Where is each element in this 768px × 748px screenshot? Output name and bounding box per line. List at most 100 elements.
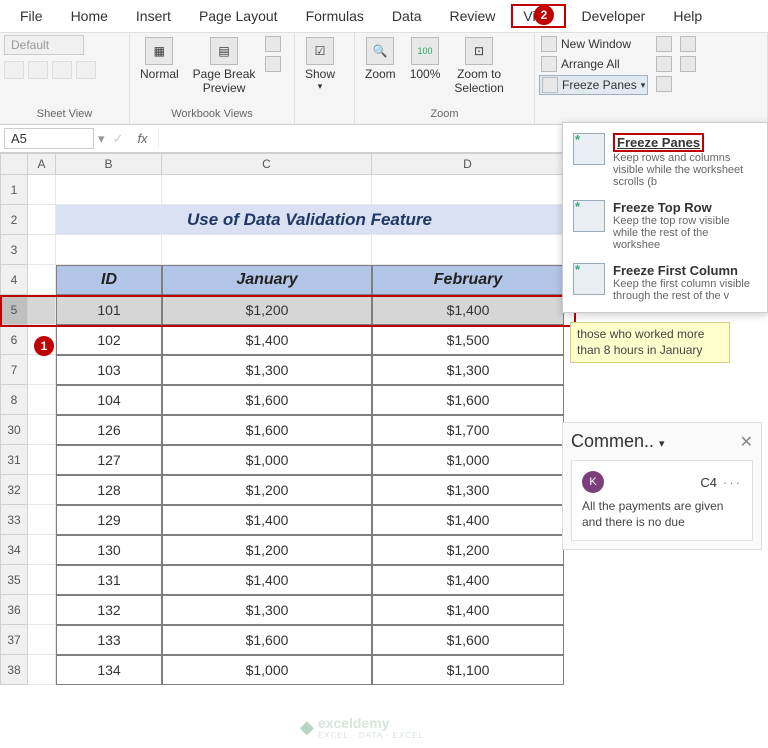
cell[interactable]: 103: [56, 355, 162, 385]
row-header[interactable]: 8: [0, 385, 28, 415]
cell[interactable]: [28, 355, 56, 385]
cell[interactable]: $1,500: [372, 325, 564, 355]
row-header[interactable]: 5: [0, 295, 28, 325]
table-header[interactable]: ID: [56, 265, 162, 295]
cell[interactable]: $1,400: [162, 505, 372, 535]
cell[interactable]: [56, 175, 162, 205]
fx-icon[interactable]: fx: [131, 131, 153, 146]
comment-card[interactable]: K C4··· All the payments are given and t…: [571, 460, 753, 541]
menu-review[interactable]: Review: [438, 4, 508, 28]
cell[interactable]: [372, 235, 564, 265]
cell[interactable]: 131: [56, 565, 162, 595]
cell[interactable]: [28, 385, 56, 415]
cell[interactable]: [28, 235, 56, 265]
keep-icon[interactable]: [4, 61, 24, 79]
more-icon[interactable]: ···: [723, 475, 742, 490]
cell[interactable]: 128: [56, 475, 162, 505]
col-header-A[interactable]: A: [28, 153, 56, 175]
row-header[interactable]: 7: [0, 355, 28, 385]
new-icon[interactable]: [52, 61, 72, 79]
col-header-D[interactable]: D: [372, 153, 564, 175]
cell[interactable]: $1,300: [162, 355, 372, 385]
cell[interactable]: $1,600: [162, 385, 372, 415]
cell[interactable]: [372, 175, 564, 205]
cell[interactable]: $1,000: [162, 445, 372, 475]
cell[interactable]: $1,200: [162, 475, 372, 505]
cell[interactable]: [28, 475, 56, 505]
row-header[interactable]: 3: [0, 235, 28, 265]
row-header[interactable]: 33: [0, 505, 28, 535]
title-cell[interactable]: Use of Data Validation Feature: [56, 205, 564, 235]
cell[interactable]: $1,200: [162, 295, 372, 325]
zoom-button[interactable]: 🔍Zoom: [359, 35, 402, 83]
cell[interactable]: $1,400: [372, 505, 564, 535]
select-all-corner[interactable]: [0, 153, 28, 175]
arrange-all-button[interactable]: Arrange All: [539, 55, 648, 73]
cell[interactable]: $1,600: [162, 625, 372, 655]
cell[interactable]: $1,200: [372, 535, 564, 565]
freeze-option-1[interactable]: Freeze Top RowKeep the top row visible w…: [567, 194, 763, 257]
show-button[interactable]: ☑Show▾: [299, 35, 341, 94]
cell[interactable]: $1,000: [372, 445, 564, 475]
opt-icon[interactable]: [76, 61, 96, 79]
cell[interactable]: $1,600: [162, 415, 372, 445]
cell[interactable]: $1,200: [162, 535, 372, 565]
cell[interactable]: [162, 235, 372, 265]
sheetview-default[interactable]: Default: [4, 35, 84, 55]
menu-data[interactable]: Data: [380, 4, 434, 28]
name-box[interactable]: A5: [4, 128, 94, 149]
cell[interactable]: [28, 535, 56, 565]
cell[interactable]: [28, 445, 56, 475]
cell[interactable]: [28, 415, 56, 445]
menu-help[interactable]: Help: [661, 4, 714, 28]
row-header[interactable]: 30: [0, 415, 28, 445]
row-header[interactable]: 34: [0, 535, 28, 565]
freeze-panes-button[interactable]: Freeze Panes▾: [539, 75, 648, 95]
row-header[interactable]: 38: [0, 655, 28, 685]
cell[interactable]: [28, 505, 56, 535]
cell[interactable]: $1,600: [372, 625, 564, 655]
row-header[interactable]: 31: [0, 445, 28, 475]
menu-home[interactable]: Home: [59, 4, 120, 28]
cell[interactable]: $1,100: [372, 655, 564, 685]
cell[interactable]: 130: [56, 535, 162, 565]
cell[interactable]: $1,400: [372, 565, 564, 595]
cell[interactable]: [28, 175, 56, 205]
cell[interactable]: 102: [56, 325, 162, 355]
close-comments-button[interactable]: ✕: [740, 432, 753, 452]
row-header[interactable]: 35: [0, 565, 28, 595]
col-header-B[interactable]: B: [56, 153, 162, 175]
cell[interactable]: $1,300: [162, 595, 372, 625]
cell[interactable]: 101: [56, 295, 162, 325]
cell[interactable]: 133: [56, 625, 162, 655]
cell[interactable]: 134: [56, 655, 162, 685]
pagebreak-button[interactable]: ▤Page Break Preview: [187, 35, 262, 97]
zoom-selection-button[interactable]: ⊡Zoom to Selection: [448, 35, 509, 97]
menu-file[interactable]: File: [8, 4, 55, 28]
cell[interactable]: [28, 265, 56, 295]
cell[interactable]: $1,300: [372, 475, 564, 505]
cell[interactable]: $1,400: [162, 565, 372, 595]
row-header[interactable]: 1: [0, 175, 28, 205]
cell[interactable]: $1,400: [372, 295, 564, 325]
cell[interactable]: [28, 595, 56, 625]
col-header-C[interactable]: C: [162, 153, 372, 175]
cell[interactable]: $1,400: [372, 595, 564, 625]
cell[interactable]: $1,300: [372, 355, 564, 385]
menu-developer[interactable]: Developer: [570, 4, 658, 28]
row-header[interactable]: 2: [0, 205, 28, 235]
exit-icon[interactable]: [28, 61, 48, 79]
cell[interactable]: [28, 625, 56, 655]
freeze-option-0[interactable]: Freeze PanesKeep rows and columns visibl…: [567, 127, 763, 194]
cell[interactable]: $1,000: [162, 655, 372, 685]
cell[interactable]: $1,700: [372, 415, 564, 445]
row-header[interactable]: 4: [0, 265, 28, 295]
row-header[interactable]: 37: [0, 625, 28, 655]
cell[interactable]: $1,600: [372, 385, 564, 415]
cell[interactable]: 129: [56, 505, 162, 535]
cell[interactable]: 104: [56, 385, 162, 415]
cell[interactable]: 132: [56, 595, 162, 625]
cell[interactable]: [162, 175, 372, 205]
row-header[interactable]: 36: [0, 595, 28, 625]
menu-insert[interactable]: Insert: [124, 4, 183, 28]
